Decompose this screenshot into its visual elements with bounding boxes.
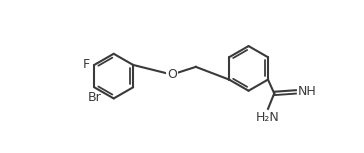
Text: NH: NH	[297, 85, 316, 98]
Text: Br: Br	[87, 91, 101, 104]
Text: O: O	[167, 68, 177, 81]
Text: H₂N: H₂N	[256, 111, 280, 124]
Text: F: F	[83, 58, 90, 71]
